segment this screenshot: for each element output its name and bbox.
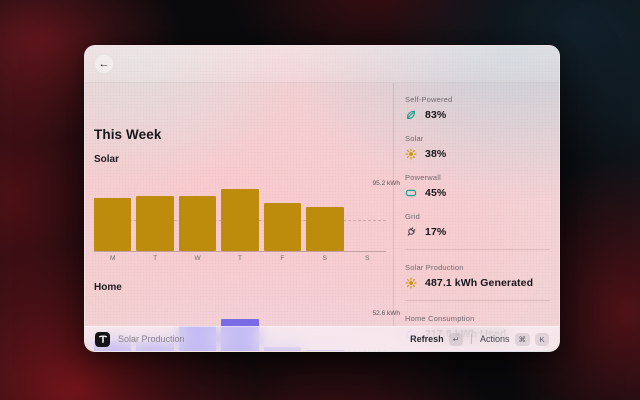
bar[interactable] <box>306 206 344 251</box>
stat-value-grid: 17% <box>425 226 447 238</box>
solar-plot <box>94 189 386 251</box>
stat-label-grid: Grid <box>405 212 420 221</box>
solar-section-title: Solar <box>94 154 120 165</box>
tesla-logo <box>95 331 110 347</box>
return-key-icon: ↵ <box>448 332 463 346</box>
sun-icon <box>405 277 417 289</box>
day-label: T <box>153 255 158 262</box>
back-button[interactable]: ← <box>94 54 114 74</box>
energy-app-window: ← This Week Solar 95.2 kWh M T W T F S S Home … <box>84 45 560 352</box>
stat-label-solar: Solar <box>405 134 424 143</box>
arrow-left-icon: ← <box>98 57 110 70</box>
bar-slot <box>136 189 174 251</box>
leaf-icon <box>405 109 417 121</box>
sun-icon <box>405 148 417 160</box>
bar-slot <box>94 189 132 251</box>
day-label: F <box>280 255 285 262</box>
bar-slot <box>221 189 259 251</box>
stat-label-home-consumption: Home Consumption <box>405 314 475 323</box>
bar-slot <box>263 189 302 251</box>
powerwall-icon <box>405 187 417 199</box>
bar-slot <box>306 189 344 251</box>
bar[interactable] <box>178 196 217 251</box>
stat-label-self-powered: Self-Powered <box>405 95 453 104</box>
bar[interactable] <box>94 197 132 251</box>
stat-label-solar-production: Solar Production <box>405 263 464 272</box>
refresh-label: Refresh <box>410 334 444 344</box>
day-label: M <box>110 255 116 262</box>
k-key-icon: K <box>535 332 549 346</box>
plug-icon <box>405 226 417 238</box>
command-input[interactable]: Solar Production <box>118 334 185 344</box>
window-header: ← <box>85 46 559 83</box>
day-label: W <box>194 255 201 262</box>
solar-x-axis <box>94 251 386 252</box>
bar-slot <box>349 189 386 251</box>
stat-value-solar: 38% <box>425 148 447 160</box>
bar[interactable] <box>221 189 259 251</box>
day-label: S <box>365 255 370 262</box>
stat-value-self-powered: 83% <box>425 109 447 121</box>
command-key-icon: ⌘ <box>514 332 530 346</box>
divider <box>470 334 472 344</box>
bar[interactable] <box>263 203 302 251</box>
stat-row-self-powered: 83% <box>405 109 550 121</box>
charts-column: This Week Solar 95.2 kWh M T W T F S S Home 52… <box>85 83 400 351</box>
solar-bar-chart: 95.2 kWh M T W T F S S <box>94 180 400 262</box>
page-title: This Week <box>94 127 162 142</box>
bar-slot <box>178 189 217 251</box>
bar[interactable] <box>136 196 174 251</box>
divider <box>405 300 550 301</box>
divider <box>405 249 550 250</box>
stat-row-powerwall: 45% <box>405 187 550 199</box>
command-bar[interactable]: Solar Production Refresh ↵ Actions ⌘ K <box>85 326 559 351</box>
refresh-button[interactable]: Refresh ↵ <box>410 332 463 346</box>
stat-row-grid: 17% <box>405 226 550 238</box>
day-label: S <box>322 255 327 262</box>
home-section-title: Home <box>94 282 122 293</box>
stat-value-powerwall: 45% <box>425 187 447 199</box>
stat-row-solar: 38% <box>405 148 550 160</box>
stat-row-solar-production: 487.1 kWh Generated <box>405 277 550 289</box>
actions-button[interactable]: Actions ⌘ K <box>479 332 549 346</box>
stat-value-solar-production: 487.1 kWh Generated <box>425 277 534 289</box>
actions-label: Actions <box>479 334 510 344</box>
home-max-label: 52.6 kWh <box>372 310 400 317</box>
stats-panel: Self-Powered 83% Solar 38% Powerwall <box>393 83 559 340</box>
solar-max-label: 95.2 kWh <box>372 180 400 187</box>
stat-label-powerwall: Powerwall <box>405 173 441 182</box>
day-label: T <box>237 255 242 262</box>
